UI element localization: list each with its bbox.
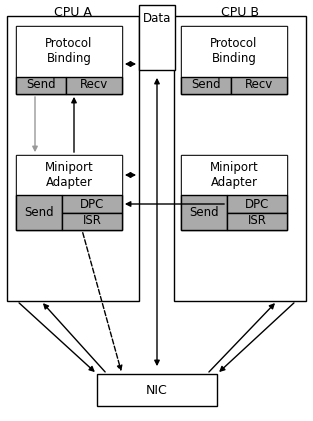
Bar — [181, 155, 287, 230]
Text: Miniport
Adapter: Miniport Adapter — [45, 161, 93, 189]
Bar — [16, 155, 122, 195]
Text: ISR: ISR — [248, 215, 266, 227]
Bar — [16, 26, 122, 94]
Text: Recv: Recv — [80, 78, 108, 91]
Text: DPC: DPC — [245, 197, 269, 210]
Bar — [174, 16, 306, 301]
Bar — [62, 213, 122, 230]
Bar — [16, 155, 122, 230]
Bar — [66, 77, 122, 94]
Text: ISR: ISR — [83, 215, 101, 227]
Text: NIC: NIC — [146, 384, 168, 397]
Bar — [231, 77, 287, 94]
Bar — [181, 26, 287, 77]
Bar — [181, 195, 227, 230]
Bar — [227, 213, 287, 230]
Bar — [227, 195, 287, 213]
Bar — [62, 195, 122, 213]
Bar — [97, 374, 217, 406]
Text: CPU B: CPU B — [221, 5, 259, 19]
Text: DPC: DPC — [80, 197, 104, 210]
Text: Send: Send — [189, 205, 219, 218]
Text: Miniport
Adapter: Miniport Adapter — [210, 161, 258, 189]
Bar — [16, 26, 122, 77]
Bar — [181, 26, 287, 94]
Text: Send: Send — [191, 78, 221, 91]
Bar — [7, 16, 139, 301]
Text: Data: Data — [143, 13, 171, 26]
Bar — [16, 77, 66, 94]
Bar — [16, 195, 62, 230]
Text: CPU A: CPU A — [54, 5, 92, 19]
Text: Protocol
Binding: Protocol Binding — [210, 37, 258, 65]
Text: Send: Send — [26, 78, 56, 91]
Bar — [181, 155, 287, 195]
Text: Protocol
Binding: Protocol Binding — [45, 37, 93, 65]
Bar — [139, 5, 175, 70]
Bar — [181, 77, 231, 94]
Text: Send: Send — [24, 205, 54, 218]
Text: Recv: Recv — [245, 78, 273, 91]
